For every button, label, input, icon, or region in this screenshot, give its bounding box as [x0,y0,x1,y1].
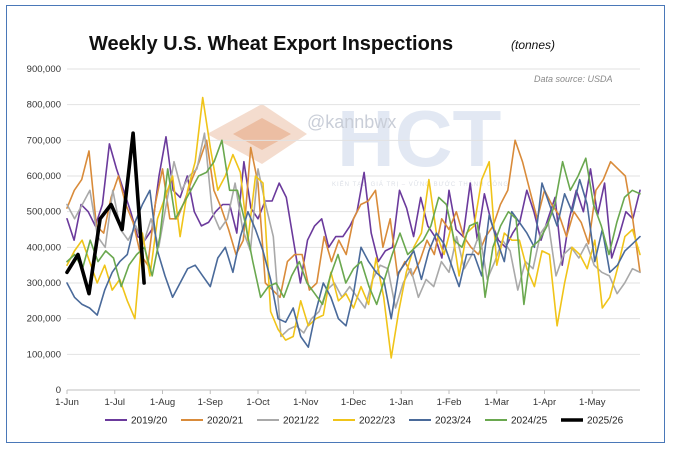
legend: 2019/20 2020/21 2021/22 2022/23 2023/24 2024/… [105,416,624,427]
x-tick-label: 1-Aug [150,397,175,408]
x-tick-label: 1-Nov [293,397,319,408]
watermark-logo-shape-inner [233,118,291,150]
y-tick-label: 800,000 [27,100,61,111]
y-tick-label: 100,000 [27,349,61,360]
watermark: HCT @kannbwx KIẾN TẠO GIÁ TRỊ – VỮNG BƯỚ… [207,94,509,188]
series-line-2023-24 [66,178,641,349]
x-axis-ticks: 1-Jun 1-Jul 1-Aug 1-Sep 1-Oct 1-Nov 1-Dec 1-Jan… [55,390,606,408]
y-tick-label: 0 [56,385,61,396]
chart-subtitle: (tonnes) [511,38,555,52]
legend-label: 2023/24 [435,416,472,427]
x-tick-label: 1-Jun [55,397,79,408]
series-line-2025-26 [65,131,146,296]
series-line-2024-25 [66,139,641,306]
chart-frame: HCT @kannbwx KIẾN TẠO GIÁ TRỊ – VỮNG BƯỚ… [6,5,665,443]
y-tick-label: 300,000 [27,278,61,289]
y-tick-label: 600,000 [27,171,61,182]
legend-label: 2022/23 [359,416,396,427]
legend-label: 2020/21 [207,416,244,427]
legend-label: 2024/25 [511,416,548,427]
legend-label: 2019/20 [131,416,168,427]
x-tick-label: 1-Jul [104,397,125,408]
legend-label: 2021/22 [283,416,320,427]
y-tick-label: 700,000 [27,135,61,146]
series-line-2022-23 [66,96,641,359]
y-tick-label: 400,000 [27,242,61,253]
x-tick-label: 1-Dec [341,397,367,408]
legend-label: 2025/26 [587,416,624,427]
chart: HCT @kannbwx KIẾN TẠO GIÁ TRỊ – VỮNG BƯỚ… [27,33,641,427]
x-tick-label: 1-Oct [246,397,270,408]
chart-title: Weekly U.S. Wheat Export Inspections [89,33,453,55]
gridlines [67,68,640,355]
y-tick-label: 900,000 [27,64,61,75]
y-tick-label: 500,000 [27,207,61,218]
watermark-logo: HCT [337,94,502,183]
y-axis-ticks: 0 100,000 200,000 300,000 400,000 500,000 600,… [27,64,61,396]
watermark-handle: @kannbwx [307,112,396,132]
x-tick-label: 1-May [579,397,606,408]
x-tick-label: 1-Mar [484,397,509,408]
x-tick-label: 1-Sep [198,397,223,408]
y-tick-label: 200,000 [27,314,61,325]
series-lines [65,96,641,359]
x-tick-label: 1-Apr [533,397,556,408]
x-tick-label: 1-Feb [437,397,462,408]
watermark-tagline: KIẾN TẠO GIÁ TRỊ – VỮNG BƯỚC THÀNH CÔNG [332,181,509,188]
source-note: Data source: USDA [534,74,613,84]
x-tick-label: 1-Jan [389,397,413,408]
